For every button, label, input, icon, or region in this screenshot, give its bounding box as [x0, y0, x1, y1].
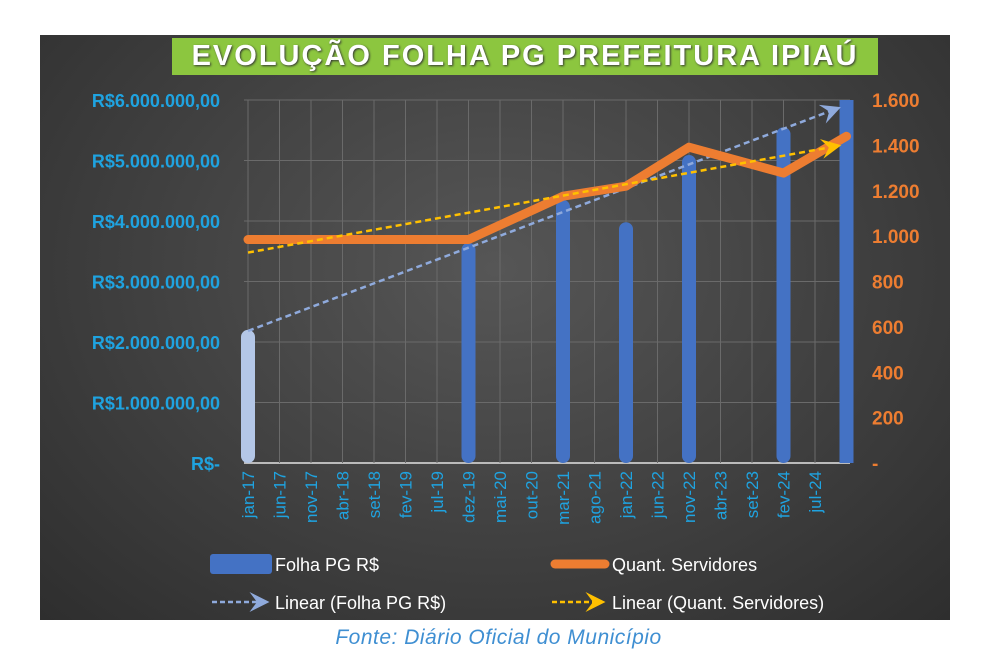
legend-swatch-folha — [210, 554, 272, 574]
left-axis-tick-label: R$4.000.000,00 — [92, 212, 220, 232]
x-axis-tick-label: jun-22 — [649, 471, 668, 519]
x-axis-tick-label: mai-20 — [491, 471, 510, 523]
x-axis-tick-label: set-18 — [365, 471, 384, 518]
right-axis-tick-label: 1.400 — [872, 136, 920, 157]
bar-folha — [619, 222, 633, 463]
legend-label-servidores: Quant. Servidores — [612, 555, 757, 575]
x-axis-tick-label: jul-24 — [806, 471, 825, 514]
left-axis-tick-label: R$- — [191, 454, 220, 474]
x-axis-tick-label: jun-17 — [271, 471, 290, 519]
x-axis-tick-label: jan-17 — [239, 471, 258, 519]
bar-folha — [839, 100, 854, 463]
x-axis-tick-label: jan-22 — [617, 471, 636, 519]
line-servidores — [243, 131, 851, 245]
x-axis-tick-label: nov-22 — [680, 471, 699, 523]
x-axis-tick-label: out-20 — [523, 471, 542, 519]
right-axis-tick-label: 400 — [872, 363, 904, 384]
bar-folha — [556, 199, 570, 463]
x-axis-tick-label: fev-24 — [775, 471, 794, 518]
x-axis-tick-label: abr-18 — [334, 471, 353, 520]
bar-folha — [682, 155, 696, 463]
trendline-folha — [247, 104, 841, 333]
x-axis-tick-label: nov-17 — [302, 471, 321, 523]
bar-folha — [461, 242, 476, 463]
right-axis-tick-label: 200 — [872, 409, 904, 430]
left-axis-tick-label: R$6.000.000,00 — [92, 91, 220, 111]
x-axis-tick-label: fev-19 — [397, 471, 416, 518]
right-axis-tick-label: 600 — [872, 318, 904, 339]
right-axis-tick-label: 1.600 — [872, 91, 920, 112]
right-axis-tick-label: 1.200 — [872, 182, 920, 203]
bar-folha — [776, 127, 791, 463]
legend-label-trend-folha: Linear (Folha PG R$) — [275, 593, 446, 613]
left-axis-tick-label: R$2.000.000,00 — [92, 333, 220, 353]
left-axis-tick-label: R$1.000.000,00 — [92, 394, 220, 414]
legend-label-folha: Folha PG R$ — [275, 555, 379, 575]
x-axis-tick-label: ago-21 — [586, 471, 605, 524]
trendline-servidores — [247, 139, 842, 254]
chart-panel — [40, 35, 950, 620]
chart-title: EVOLUÇÃO FOLHA PG PREFEITURA IPIAÚ — [172, 38, 878, 75]
left-axis-tick-label: R$3.000.000,00 — [92, 273, 220, 293]
right-axis-tick-label: 1.000 — [872, 227, 920, 248]
right-axis-tick-label: 800 — [872, 273, 904, 294]
legend-label-trend-servidores: Linear (Quant. Servidores) — [612, 593, 824, 613]
left-axis-tick-label: R$5.000.000,00 — [92, 152, 220, 172]
source-caption: Fonte: Diário Oficial do Município — [335, 626, 662, 649]
x-axis-tick-label: mar-21 — [554, 471, 573, 525]
x-axis-tick-label: set-23 — [743, 471, 762, 518]
x-axis-tick-label: dez-19 — [460, 471, 479, 523]
right-axis-tick-label: - — [872, 454, 878, 475]
x-axis-tick-label: jul-19 — [428, 471, 447, 514]
x-axis-tick-label: abr-23 — [712, 471, 731, 520]
bar-folha — [241, 329, 255, 463]
